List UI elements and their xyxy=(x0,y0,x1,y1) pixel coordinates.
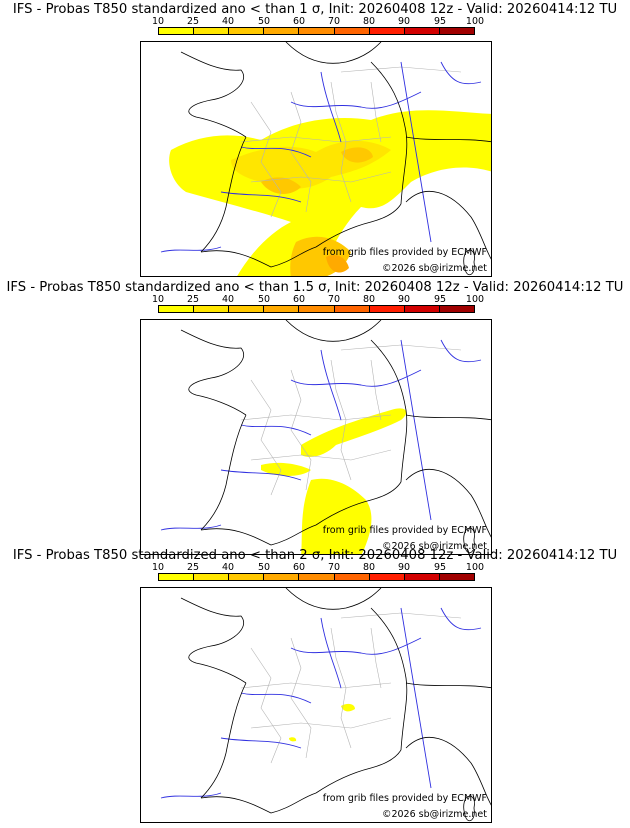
credit-copyright: ©2026 sb@irizme.net xyxy=(381,541,487,552)
colorbar-swatch xyxy=(369,574,405,580)
panel-title: IFS - Probas T850 standardized ano < tha… xyxy=(12,2,618,17)
coastlines xyxy=(180,588,491,822)
colorbar-swatch xyxy=(404,574,440,580)
panel-1-sigma-1: IFS - Probas T850 standardized ano < tha… xyxy=(0,2,630,278)
colorbar-label: 95 xyxy=(433,16,447,27)
credit-copyright: ©2026 sb@irizme.net xyxy=(381,809,487,820)
colorbar-label: 95 xyxy=(433,294,447,305)
map-france[interactable]: from grib files provided by ECMWF ©2026 … xyxy=(140,319,492,555)
colorbar-label: 50 xyxy=(257,294,271,305)
colorbar-swatch xyxy=(334,306,370,312)
colorbar-label: 10 xyxy=(151,562,165,573)
colorbar-label: 100 xyxy=(465,562,485,573)
colorbar-swatch xyxy=(369,28,405,34)
colorbar-label: 50 xyxy=(257,16,271,27)
colorbar-label: 70 xyxy=(327,294,341,305)
rivers xyxy=(160,339,482,531)
map-canvas xyxy=(160,320,491,554)
map-canvas xyxy=(160,588,491,822)
colorbar-swatch xyxy=(229,306,265,312)
colorbar-label: 90 xyxy=(397,16,411,27)
colorbar-label: 10 xyxy=(151,294,165,305)
colorbar-swatch xyxy=(299,574,335,580)
colorbar-swatch xyxy=(404,306,440,312)
colorbar-swatch xyxy=(229,28,265,34)
colorbar-swatch xyxy=(159,306,195,312)
colorbar-swatch xyxy=(159,574,195,580)
colorbar-swatch xyxy=(194,28,230,34)
colorbar-label: 70 xyxy=(327,562,341,573)
map-canvas xyxy=(160,42,491,276)
colorbar-swatch xyxy=(404,28,440,34)
colorbar-label: 50 xyxy=(257,562,271,573)
admin-borders xyxy=(240,344,462,496)
probability-shading xyxy=(289,703,355,742)
colorbar-swatch xyxy=(299,306,335,312)
credit-source: from grib files provided by ECMWF xyxy=(322,793,487,804)
colorbar-label: 10 xyxy=(151,16,165,27)
colorbar-label: 90 xyxy=(397,294,411,305)
coastlines xyxy=(180,42,491,276)
colorbar-label: 100 xyxy=(465,294,485,305)
panel-title: IFS - Probas T850 standardized ano < tha… xyxy=(6,280,624,295)
colorbar-swatch xyxy=(334,28,370,34)
colorbar-labels: 10 25 40 50 60 70 80 90 95 100 xyxy=(0,563,630,573)
colorbar-label: 25 xyxy=(186,16,200,27)
colorbar-label: 25 xyxy=(186,562,200,573)
colorbar-swatch xyxy=(194,574,230,580)
colorbar-swatch xyxy=(299,28,335,34)
colorbar-swatch xyxy=(194,306,230,312)
admin-borders xyxy=(240,612,462,764)
colorbar-swatch xyxy=(439,28,474,34)
colorbar-swatch xyxy=(159,28,195,34)
colorbar-label: 80 xyxy=(362,562,376,573)
rivers xyxy=(160,607,482,799)
colorbar-swatch xyxy=(334,574,370,580)
colorbar-swatch xyxy=(439,574,474,580)
colorbar-label: 40 xyxy=(221,562,235,573)
colorbar-swatch xyxy=(264,574,300,580)
colorbar-label: 100 xyxy=(465,16,485,27)
colorbar-swatch xyxy=(264,306,300,312)
panel-title: IFS - Probas T850 standardized ano < tha… xyxy=(12,548,618,563)
colorbar-label: 60 xyxy=(292,294,306,305)
colorbar-swatch xyxy=(229,574,265,580)
rivers xyxy=(160,61,482,253)
colorbar-swatch xyxy=(369,306,405,312)
colorbar-label: 40 xyxy=(221,294,235,305)
colorbar-label: 80 xyxy=(362,294,376,305)
credit-source: from grib files provided by ECMWF xyxy=(322,247,487,258)
colorbar-labels: 10 25 40 50 60 70 80 90 95 100 xyxy=(0,17,630,27)
colorbar-swatch xyxy=(264,28,300,34)
colorbar-label: 40 xyxy=(221,16,235,27)
admin-borders xyxy=(240,66,462,218)
map-france[interactable]: from grib files provided by ECMWF ©2026 … xyxy=(140,41,492,277)
colorbar-label: 70 xyxy=(327,16,341,27)
panel-3-sigma-2: IFS - Probas T850 standardized ano < tha… xyxy=(0,548,630,824)
colorbar xyxy=(158,573,475,581)
panel-2-sigma-1-5: IFS - Probas T850 standardized ano < tha… xyxy=(0,280,630,556)
probability-shading xyxy=(261,408,407,554)
colorbar-label: 90 xyxy=(397,562,411,573)
colorbar xyxy=(158,27,475,35)
credit-source: from grib files provided by ECMWF xyxy=(322,525,487,536)
colorbar-label: 25 xyxy=(186,294,200,305)
colorbar-label: 95 xyxy=(433,562,447,573)
colorbar-label: 80 xyxy=(362,16,376,27)
credit-copyright: ©2026 sb@irizme.net xyxy=(381,263,487,274)
colorbar xyxy=(158,305,475,313)
colorbar-label: 60 xyxy=(292,16,306,27)
colorbar-labels: 10 25 40 50 60 70 80 90 95 100 xyxy=(0,295,630,305)
colorbar-swatch xyxy=(439,306,474,312)
coastlines xyxy=(180,320,491,554)
map-france[interactable]: from grib files provided by ECMWF ©2026 … xyxy=(140,587,492,823)
colorbar-label: 60 xyxy=(292,562,306,573)
